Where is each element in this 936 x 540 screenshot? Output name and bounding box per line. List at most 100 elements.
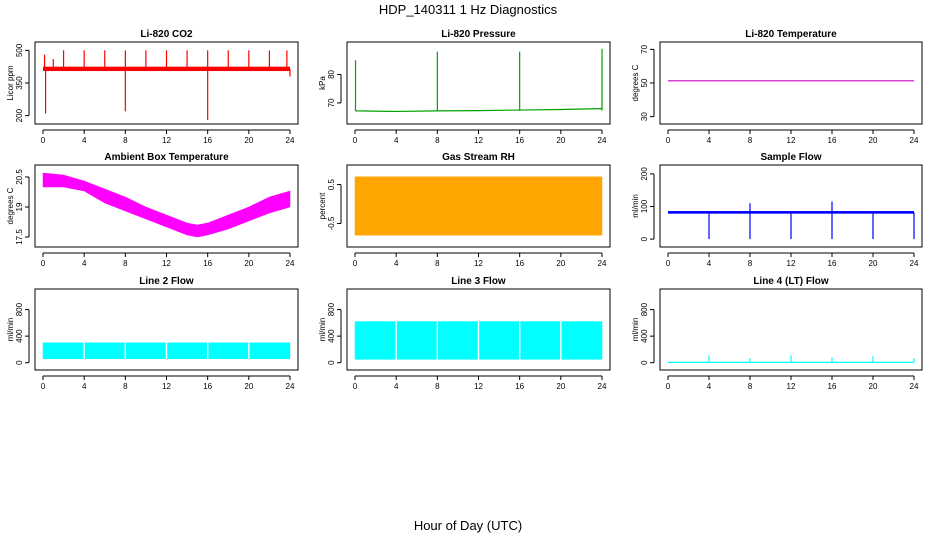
x-tick-label: 20 [244, 382, 253, 391]
plot-frame [659, 41, 923, 125]
x-tick-label: 0 [41, 259, 46, 268]
plot-frame [346, 288, 611, 371]
figure-title: HDP_140311 1 Hz Diagnostics [378, 2, 558, 17]
x-tick-label: 4 [707, 259, 712, 268]
x-tick-label: 16 [515, 259, 524, 268]
x-tick-label: 8 [435, 259, 440, 268]
x-tick-label: 0 [666, 136, 671, 145]
x-tick-label: 12 [474, 136, 483, 145]
chart-title: Li-820 Temperature [745, 29, 837, 40]
y-axis-label: ml/min [318, 318, 327, 342]
chart-panel-2: Li-820 Pressure kPa 0 4 8 12 16 20 24 70 80 [318, 29, 611, 145]
plot-frame [34, 41, 299, 125]
x-tick-label: 16 [203, 259, 212, 268]
y-tick-label: 0 [640, 360, 649, 365]
x-tick-label: 24 [598, 136, 607, 145]
x-tick-label: 8 [748, 382, 753, 391]
x-tick-label: 16 [203, 136, 212, 145]
x-tick-label: 12 [162, 259, 171, 268]
y-tick-label: 200 [640, 167, 649, 181]
x-tick-label: 24 [286, 382, 295, 391]
plot-frame [346, 164, 611, 248]
chart-title: Li-820 Pressure [441, 29, 516, 40]
chart-panel-1: Li-820 CO2 Licor ppm 0 4 8 12 16 20 24 200 350 500 [6, 29, 299, 145]
x-tick-label: 8 [748, 136, 753, 145]
x-tick-label: 4 [82, 136, 87, 145]
y-tick-label: 0.5 [327, 178, 336, 190]
y-tick-label: 0 [640, 236, 649, 241]
chart-title: Ambient Box Temperature [104, 152, 229, 163]
x-tick-label: 0 [41, 382, 46, 391]
x-tick-label: 12 [787, 382, 796, 391]
chart-panel-4: Ambient Box Temperature degrees C 0 4 8 12 16 2… [6, 152, 299, 268]
x-tick-label: 0 [666, 259, 671, 268]
x-tick-label: 4 [394, 382, 399, 391]
x-tick-label: 8 [435, 136, 440, 145]
x-tick-label: 24 [910, 259, 919, 268]
x-tick-label: 20 [244, 259, 253, 268]
plot-frame [659, 288, 923, 371]
x-tick-label: 12 [787, 259, 796, 268]
x-tick-label: 24 [286, 136, 295, 145]
y-axis-label: degrees C [6, 187, 15, 224]
y-axis-label: ml/min [6, 318, 15, 342]
y-tick-label: 800 [15, 302, 24, 316]
chart-panel-7: Line 2 Flow ml/min 0 4 8 12 16 20 24 0 400 800 [6, 276, 299, 391]
y-tick-label: 350 [15, 76, 24, 90]
x-tick-label: 24 [598, 382, 607, 391]
chart-title: Line 4 (LT) Flow [753, 276, 829, 287]
x-tick-label: 20 [556, 259, 565, 268]
chart-title: Sample Flow [760, 152, 821, 163]
plot-frame [34, 288, 299, 371]
y-tick-label: 80 [327, 69, 336, 78]
x-tick-label: 4 [707, 382, 712, 391]
data-area [354, 176, 603, 236]
x-tick-label: 20 [869, 259, 878, 268]
x-tick-label: 0 [353, 259, 358, 268]
x-tick-label: 0 [666, 382, 671, 391]
y-tick-label: 20.5 [15, 169, 24, 185]
plot-frame [34, 164, 299, 248]
x-tick-label: 16 [203, 382, 212, 391]
x-tick-label: 16 [828, 259, 837, 268]
x-tick-label: 20 [244, 136, 253, 145]
y-tick-label: 0 [15, 360, 24, 365]
x-tick-label: 4 [394, 259, 399, 268]
x-tick-label: 4 [394, 136, 399, 145]
y-tick-label: 400 [640, 329, 649, 343]
x-tick-label: 24 [910, 382, 919, 391]
y-tick-label: 400 [327, 329, 336, 343]
x-tick-label: 20 [869, 382, 878, 391]
x-tick-label: 8 [123, 259, 128, 268]
chart-title: Li-820 CO2 [140, 29, 193, 40]
plot-frame [346, 41, 611, 125]
x-tick-label: 12 [474, 259, 483, 268]
x-tick-label: 16 [515, 382, 524, 391]
x-tick-label: 0 [353, 136, 358, 145]
y-axis-label: percent [318, 192, 327, 219]
x-tick-label: 4 [82, 382, 87, 391]
y-axis-label: degrees C [631, 64, 640, 101]
x-tick-label: 24 [910, 136, 919, 145]
x-tick-label: 24 [286, 259, 295, 268]
chart-title: Gas Stream RH [442, 152, 515, 163]
x-axis-title: Hour of Day (UTC) [413, 518, 523, 533]
y-tick-label: 400 [15, 329, 24, 343]
data-area [42, 172, 291, 238]
chart-title: Line 3 Flow [451, 276, 506, 287]
y-tick-label: 17.5 [15, 229, 24, 245]
y-tick-label: 0 [327, 360, 336, 365]
chart-panel-9: Line 4 (LT) Flow ml/min 0 4 8 12 16 20 24 0 400 800 [631, 276, 923, 391]
y-tick-label: 70 [327, 98, 336, 107]
y-tick-label: 800 [640, 302, 649, 316]
x-tick-label: 16 [515, 136, 524, 145]
x-tick-label: 8 [123, 136, 128, 145]
y-tick-label: 100 [640, 199, 649, 213]
x-tick-label: 12 [162, 136, 171, 145]
x-tick-label: 8 [123, 382, 128, 391]
y-tick-label: 500 [15, 43, 24, 57]
y-tick-label: 800 [327, 302, 336, 316]
x-tick-label: 8 [435, 382, 440, 391]
data-line [354, 108, 603, 113]
